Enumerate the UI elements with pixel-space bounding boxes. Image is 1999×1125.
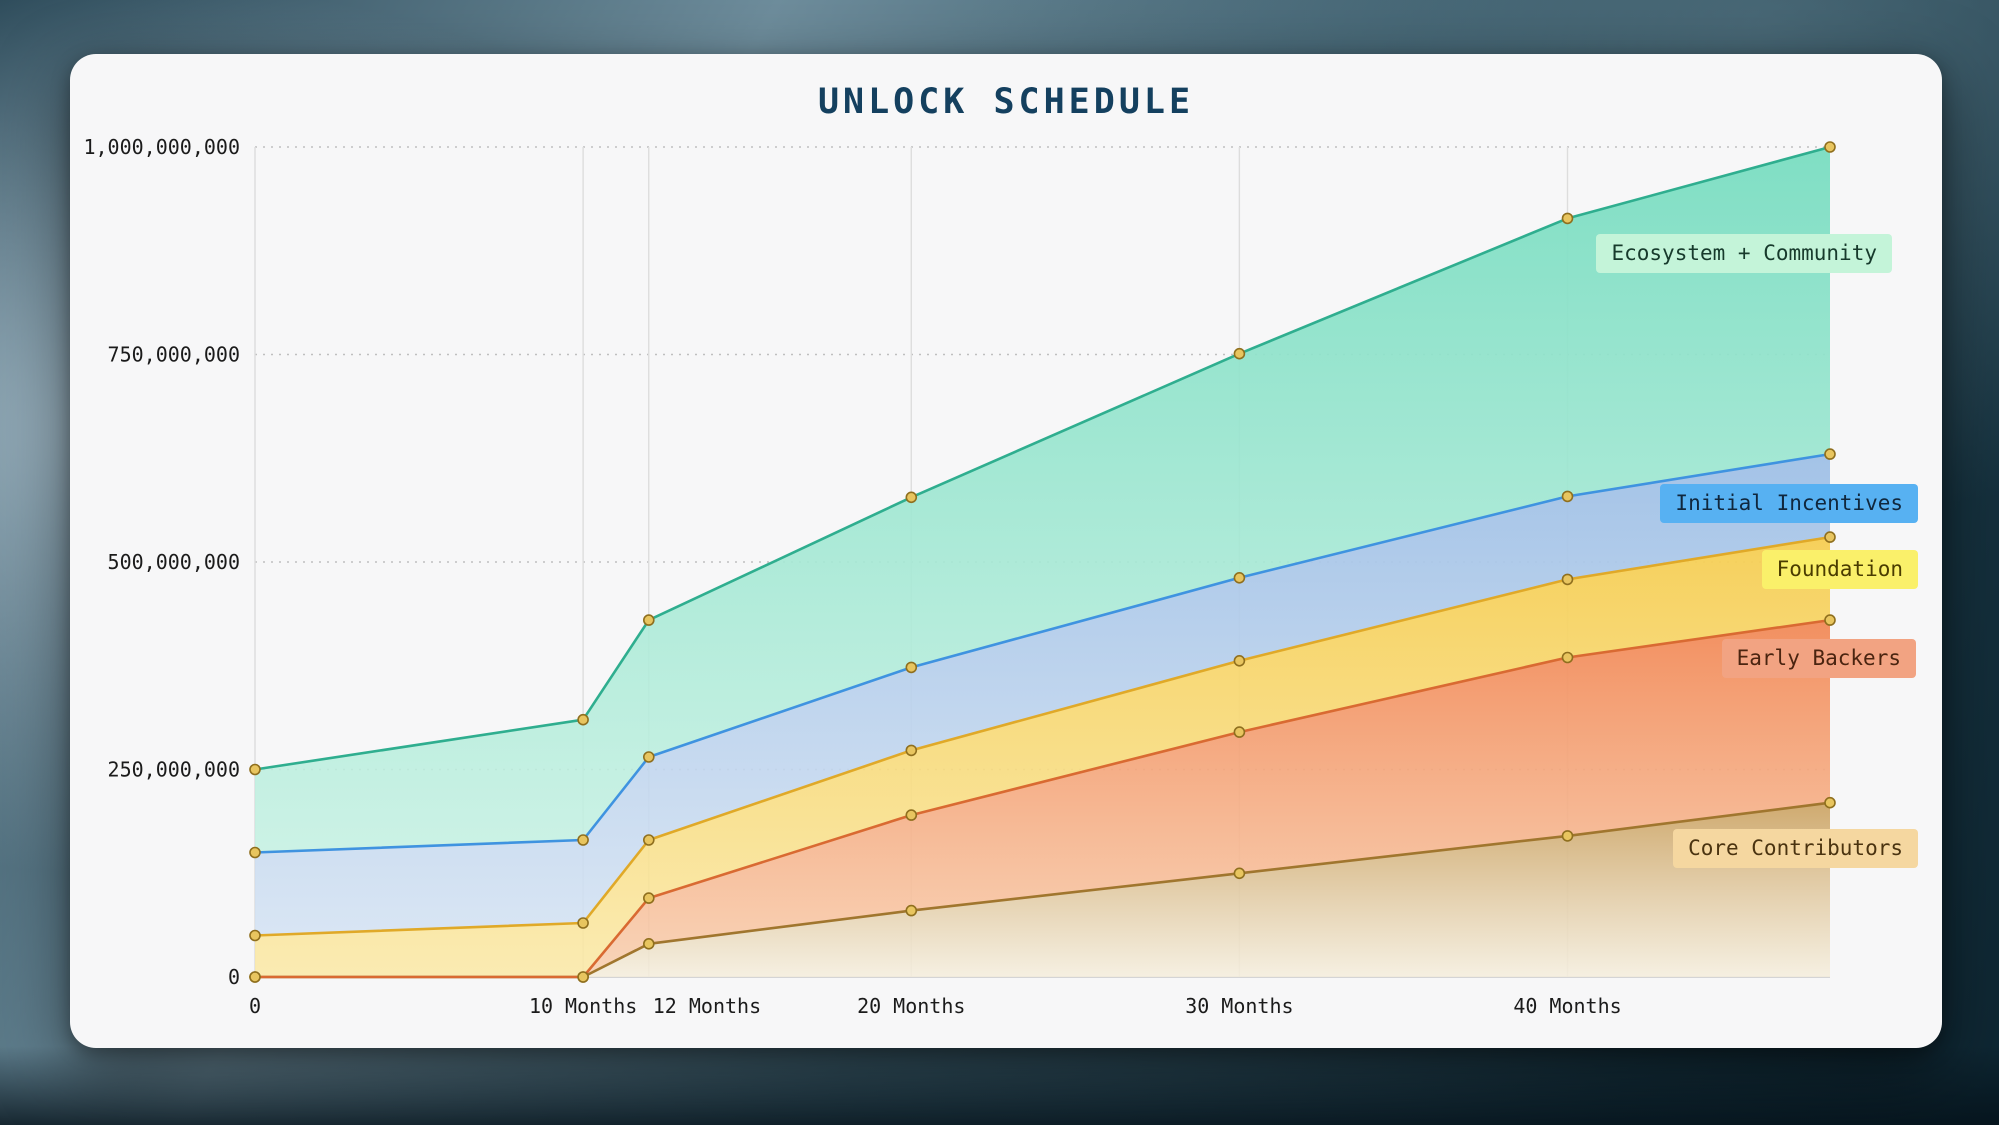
point-initial-incentives-m40 <box>1561 490 1574 503</box>
point-ecosystem-community-m30 <box>1233 347 1246 360</box>
point-initial-incentives-m10 <box>577 834 589 846</box>
point-ecosystem-community-m0 <box>249 763 261 776</box>
point-foundation-m0 <box>249 929 261 942</box>
point-initial-incentives-m30 <box>1233 571 1246 584</box>
point-core-contributors-m48 <box>1824 796 1836 809</box>
y-tick-label: 250,000,000 <box>108 758 240 782</box>
x-tick-label: 40 Months <box>1513 994 1621 1018</box>
legend-initial-incentives: Initial Incentives <box>1660 484 1918 523</box>
point-foundation-m40 <box>1561 573 1574 586</box>
point-foundation-m30 <box>1233 654 1246 667</box>
series-areas <box>255 147 1830 977</box>
x-tick-label: 20 Months <box>857 994 965 1018</box>
point-foundation-m10 <box>577 917 589 929</box>
area-core-contributors <box>255 802 1830 977</box>
unlock-schedule-chart: 0 250,000,000 500,000,000 750,000,000 1,000,… <box>70 54 1942 1048</box>
area-early-backers <box>255 620 1830 977</box>
x-tick-label: 30 Months <box>1185 994 1293 1018</box>
axis-labels: 0 250,000,000 500,000,000 750,000,000 1,000,… <box>83 135 1621 1018</box>
point-early-backers-m20 <box>905 809 918 821</box>
y-tick-label: 0 <box>228 965 240 989</box>
point-core-contributors-m20 <box>905 904 918 917</box>
point-core-contributors-m30 <box>1233 867 1246 880</box>
y-tick-label: 750,000,000 <box>108 343 240 367</box>
point-initial-incentives-m0 <box>249 846 261 859</box>
point-ecosystem-community-m12 <box>642 614 655 626</box>
y-tick-label: 1,000,000,000 <box>83 135 240 159</box>
point-foundation-m48 <box>1824 531 1836 543</box>
chart-title: UNLOCK SCHEDULE <box>817 82 1195 122</box>
point-early-backers-m30 <box>1233 726 1246 738</box>
legend-early-backers: Early Backers <box>1721 639 1916 678</box>
point-initial-incentives-m20 <box>905 661 918 674</box>
y-tick-label: 500,000,000 <box>108 550 240 574</box>
point-foundation-m20 <box>905 744 918 757</box>
legend-foundation: Foundation <box>1761 550 1918 589</box>
x-tick-label: 0 <box>249 994 261 1018</box>
point-ecosystem-community-m20 <box>905 491 918 504</box>
point-early-backers-m10 <box>577 971 589 983</box>
point-early-backers-m0 <box>249 971 261 983</box>
point-initial-incentives-m12 <box>642 751 655 763</box>
point-early-backers-m12 <box>642 892 655 904</box>
point-ecosystem-community-m48 <box>1824 141 1836 153</box>
x-tick-label: 10 Months <box>529 994 637 1018</box>
area-initial-incentives <box>255 454 1830 936</box>
legend-core-contributors: Core Contributors <box>1673 829 1918 868</box>
series-legend: Core Contributors Early Backers Foundation… <box>70 54 1942 1048</box>
point-early-backers-m40 <box>1561 651 1574 664</box>
chart-card: UNLOCK SCHEDULE 0 250,000,000 500,000,000 7… <box>70 54 1942 1048</box>
series-markers <box>249 141 1836 983</box>
point-core-contributors-m40 <box>1561 830 1574 842</box>
point-ecosystem-community-m10 <box>577 713 589 726</box>
area-ecosystem-community <box>255 147 1830 853</box>
area-foundation <box>255 537 1830 977</box>
point-initial-incentives-m48 <box>1824 448 1836 460</box>
chart-svg: 0 250,000,000 500,000,000 750,000,000 1,000,… <box>83 135 1836 1018</box>
point-core-contributors-m12 <box>642 937 655 950</box>
point-early-backers-m48 <box>1824 614 1836 626</box>
x-tick-label: 12 Months <box>653 994 761 1018</box>
point-foundation-m12 <box>642 834 655 846</box>
legend-ecosystem-community: Ecosystem + Community <box>1596 234 1892 273</box>
point-ecosystem-community-m40 <box>1561 212 1574 225</box>
